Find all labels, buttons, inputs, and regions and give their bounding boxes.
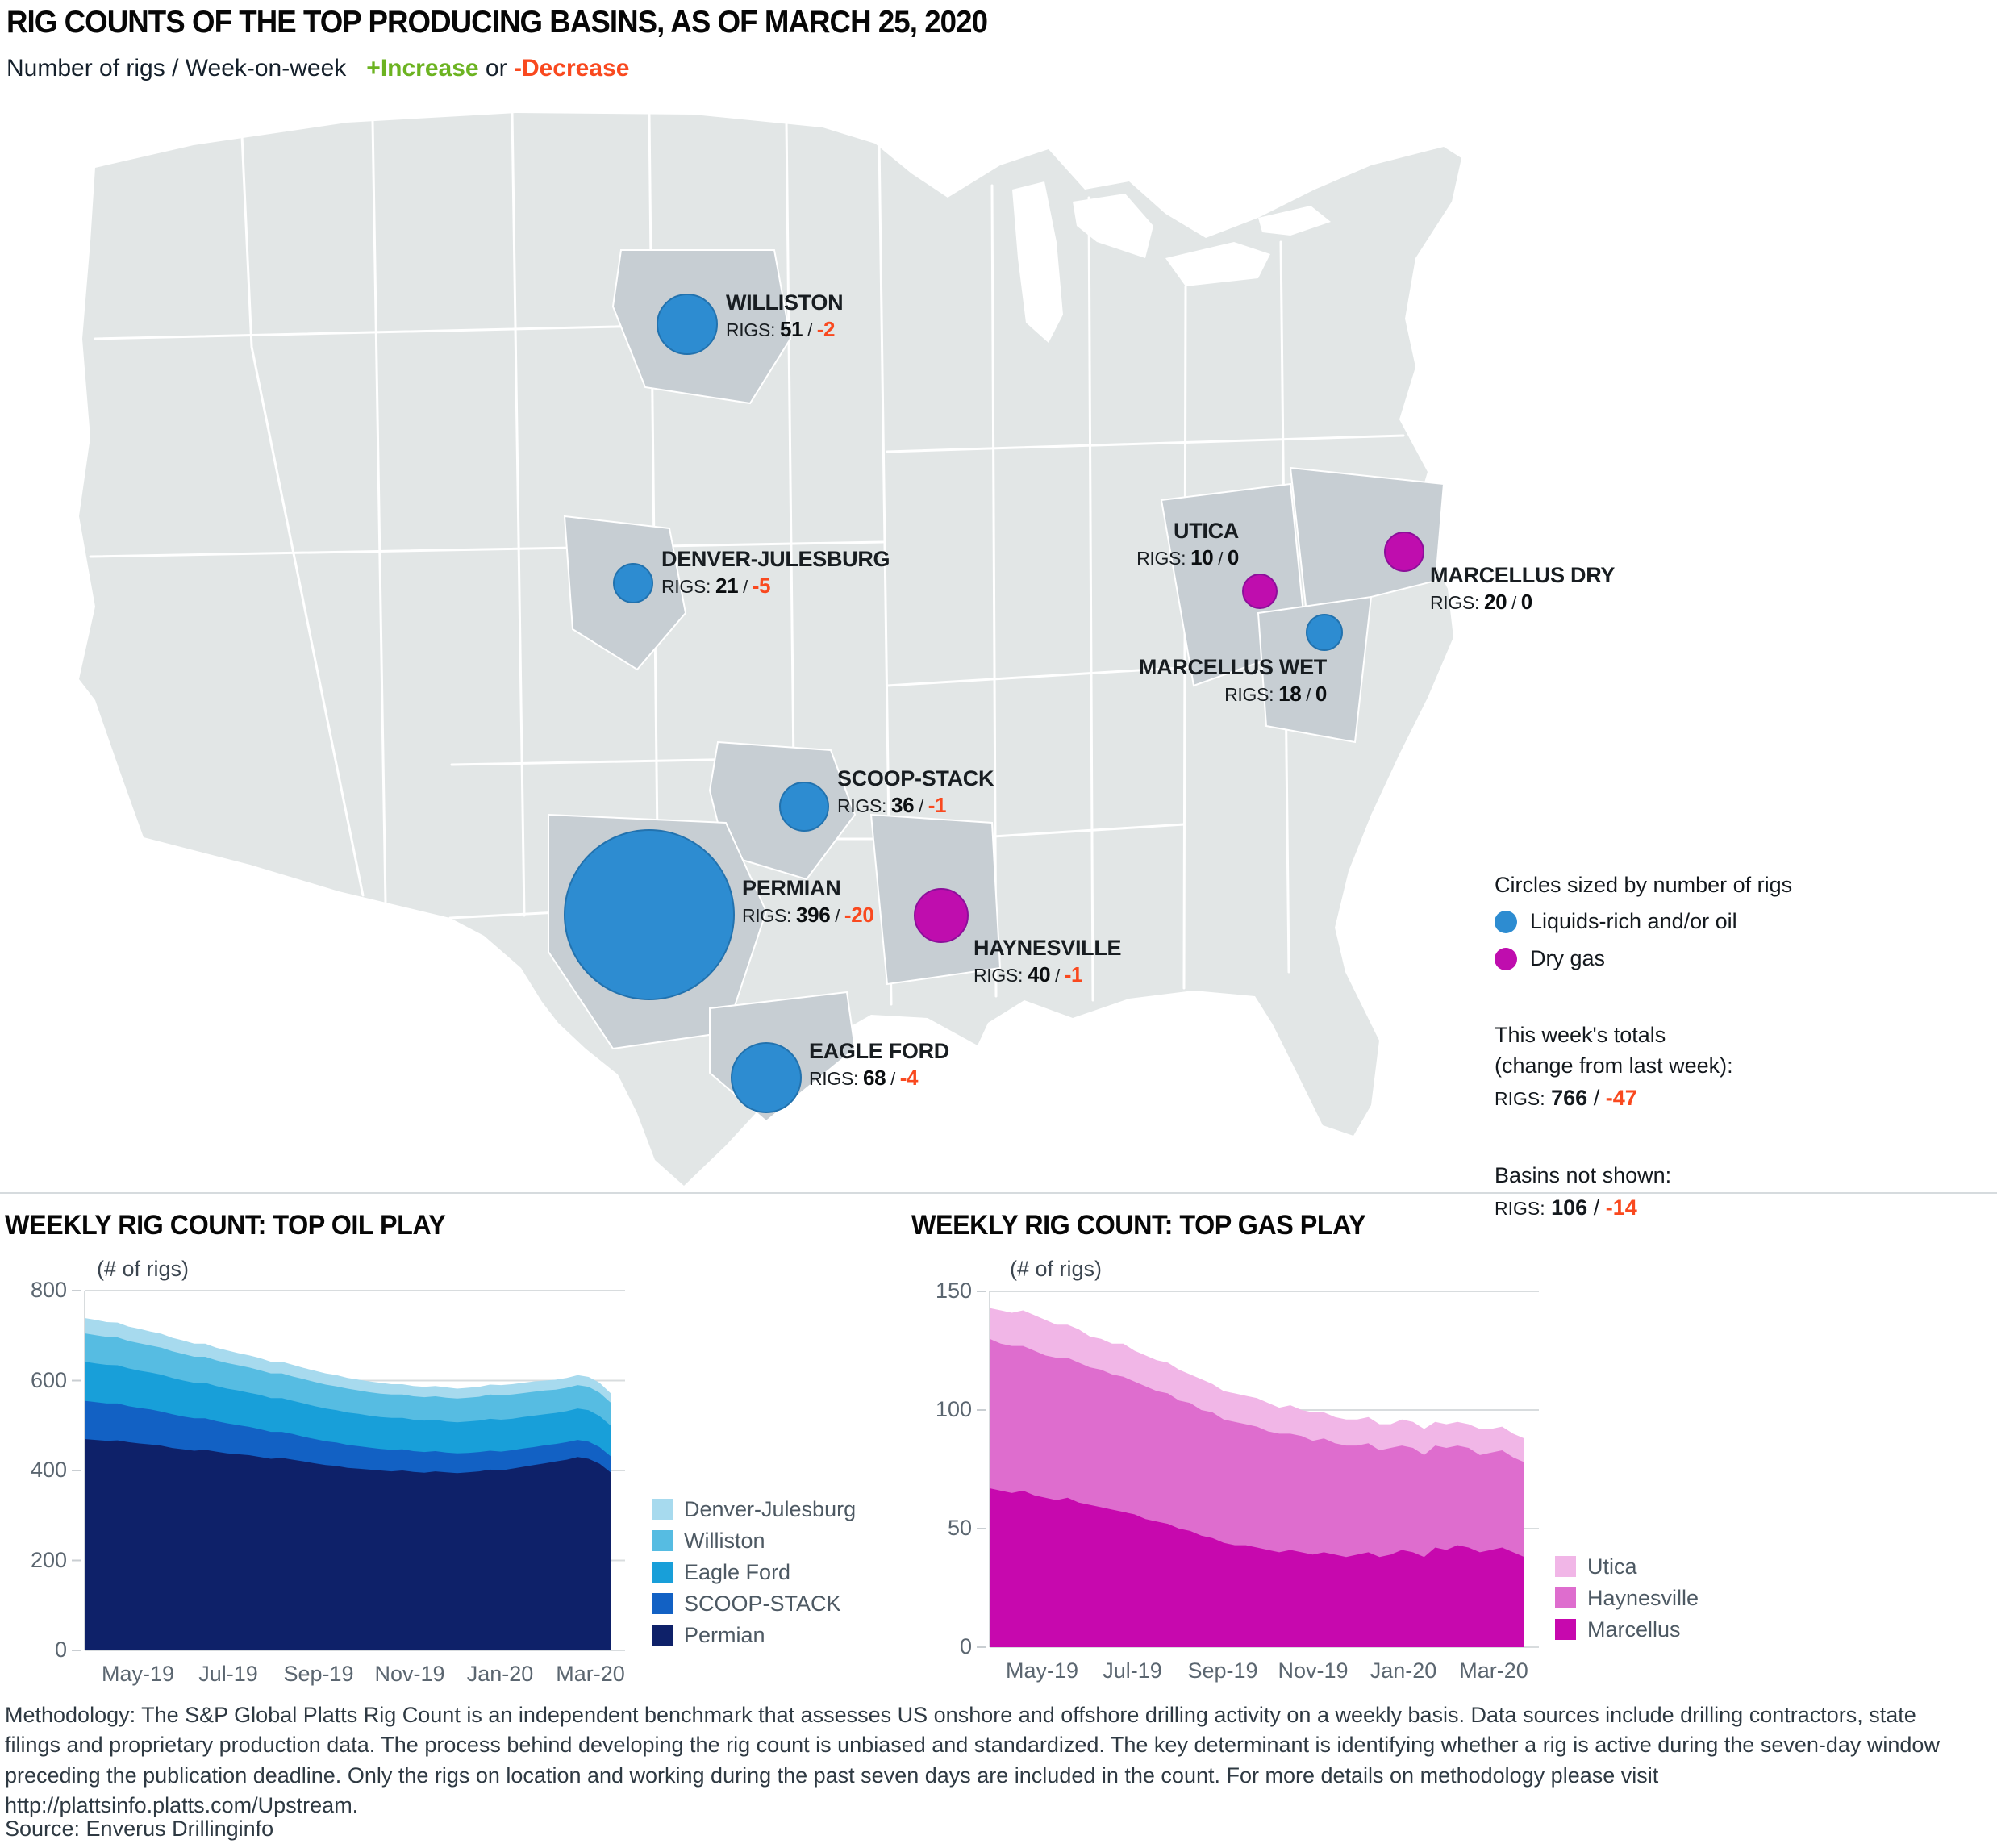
great-lakes bbox=[1012, 181, 1331, 343]
legend-item-eagle-ford: Eagle Ford bbox=[652, 1560, 790, 1585]
gas-ytick-label: 50 bbox=[947, 1516, 972, 1540]
label-marcellus-dry: MARCELLUS DRY RIGS: 20 / 0 bbox=[1430, 563, 1616, 614]
oil-chart-title: WEEKLY RIG COUNT: TOP OIL PLAY bbox=[5, 1210, 446, 1241]
bubble-layer bbox=[564, 294, 1424, 1113]
oil-ytick-label: 600 bbox=[30, 1367, 67, 1392]
legend-item-permian: Permian bbox=[652, 1623, 765, 1648]
legend-item-williston: Williston bbox=[652, 1529, 765, 1554]
increase-key: +Increase bbox=[366, 55, 479, 81]
basin-circle-denver-julesburg bbox=[613, 563, 653, 603]
gas-xtick-label-Mar-20: Mar-20 bbox=[1459, 1658, 1528, 1683]
us-landmass bbox=[79, 113, 1461, 1186]
label-haynesville: HAYNESVILLE RIGS: 40 / -1 bbox=[973, 936, 1122, 987]
map-legend-oil-entry: Liquids-rich and/or oil bbox=[1495, 909, 1737, 934]
map-legend-gas-entry: Dry gas bbox=[1495, 946, 1605, 971]
us-map bbox=[79, 111, 1461, 1186]
basin-circle-marcellus-dry bbox=[1384, 532, 1424, 572]
eagle-ford-swatch-icon bbox=[652, 1562, 673, 1583]
gas-ytick-label: 0 bbox=[959, 1634, 972, 1658]
page-subtitle: Number of rigs / Week-on-week +Increase … bbox=[6, 55, 629, 82]
gas-chart-title: WEEKLY RIG COUNT: TOP GAS PLAY bbox=[911, 1210, 1366, 1241]
oil-xtick-label-Sep-19: Sep-19 bbox=[283, 1662, 354, 1686]
basin-region-marcellus-wet bbox=[1257, 595, 1373, 744]
williston-swatch-icon bbox=[652, 1530, 673, 1551]
label-eagle-ford: EAGLE FORD RIGS: 68 / -4 bbox=[809, 1039, 950, 1090]
label-scoop-stack: SCOOP-STACK RIGS: 36 / -1 bbox=[837, 766, 994, 817]
label-permian: PERMIAN RIGS: 396 / -20 bbox=[742, 876, 874, 927]
section-divider bbox=[0, 1192, 1997, 1194]
totals-line1: This week's totals bbox=[1495, 1023, 1666, 1047]
oil-circle-icon bbox=[1495, 911, 1517, 933]
gas-xtick-label-May-19: May-19 bbox=[1005, 1658, 1079, 1683]
decrease-key: -Decrease bbox=[513, 55, 630, 81]
totals-rigs: RIGS: 766 / -47 bbox=[1495, 1086, 1637, 1110]
label-denver-julesburg: DENVER-JULESBURG RIGS: 21 / -5 bbox=[661, 547, 890, 598]
gas-xtick-label-Sep-19: Sep-19 bbox=[1187, 1658, 1258, 1683]
not-shown-rigs: RIGS: 106 / -14 bbox=[1495, 1195, 1637, 1220]
basin-circle-williston bbox=[657, 294, 718, 355]
oil-chart-unit: (# of rigs) bbox=[97, 1257, 190, 1281]
oil-ytick-label: 400 bbox=[30, 1458, 67, 1482]
oil-series-Permian bbox=[85, 1439, 611, 1650]
gas-xtick-label-Nov-19: Nov-19 bbox=[1278, 1658, 1349, 1683]
map-legend-heading: Circles sized by number of rigs bbox=[1495, 873, 1793, 897]
gas-xtick-label-Jan-20: Jan-20 bbox=[1370, 1658, 1437, 1683]
denver-julesburg-swatch-icon bbox=[652, 1499, 673, 1520]
basin-region-marcellus-dry bbox=[1289, 466, 1445, 615]
basin-circle-permian bbox=[564, 829, 735, 1000]
legend-item-haynesville: Haynesville bbox=[1555, 1586, 1699, 1611]
oil-xtick-label-Mar-20: Mar-20 bbox=[556, 1662, 625, 1686]
totals-line2: (change from last week): bbox=[1495, 1053, 1733, 1078]
oil-ytick-label: 0 bbox=[54, 1637, 67, 1662]
page-title: RIG COUNTS OF THE TOP PRODUCING BASINS, … bbox=[6, 5, 988, 40]
label-utica: UTICA RIGS: 10 / 0 bbox=[1136, 519, 1239, 569]
gas-series-Marcellus bbox=[990, 1488, 1524, 1647]
source-text: Source: Enverus Drillinginfo bbox=[5, 1817, 274, 1841]
label-marcellus-wet: MARCELLUS WET RIGS: 18 / 0 bbox=[1138, 655, 1327, 706]
gas-circle-icon bbox=[1495, 948, 1517, 970]
scoop-stack-swatch-icon bbox=[652, 1593, 673, 1614]
oil-ytick-label: 800 bbox=[30, 1278, 67, 1302]
not-shown-line: Basins not shown: bbox=[1495, 1163, 1672, 1187]
basin-circle-haynesville bbox=[914, 888, 969, 943]
oil-xtick-label-Jul-19: Jul-19 bbox=[198, 1662, 258, 1686]
gas-ytick-label: 100 bbox=[935, 1397, 972, 1421]
or-word: or bbox=[485, 55, 507, 81]
oil-xtick-label-May-19: May-19 bbox=[101, 1662, 175, 1686]
gas-xtick-label-Jul-19: Jul-19 bbox=[1103, 1658, 1162, 1683]
gas-ytick-label: 150 bbox=[935, 1279, 972, 1303]
legend-item-scoop-stack: SCOOP-STACK bbox=[652, 1591, 841, 1616]
legend-item-utica: Utica bbox=[1555, 1554, 1637, 1579]
basin-circle-scoop-stack bbox=[779, 782, 829, 832]
basin-circle-marcellus-wet bbox=[1306, 614, 1343, 651]
permian-swatch-icon bbox=[652, 1625, 673, 1646]
legend-item-denver-julesburg: Denver-Julesburg bbox=[652, 1497, 856, 1522]
gas-chart-unit: (# of rigs) bbox=[1010, 1257, 1103, 1281]
label-williston: WILLISTON RIGS: 51 / -2 bbox=[726, 290, 844, 341]
utica-swatch-icon bbox=[1555, 1556, 1576, 1577]
subtitle-prefix: Number of rigs / Week-on-week bbox=[6, 55, 347, 81]
oil-ytick-label: 200 bbox=[30, 1547, 67, 1572]
oil-xtick-label-Jan-20: Jan-20 bbox=[466, 1662, 534, 1686]
methodology-text: Methodology: The S&P Global Platts Rig C… bbox=[5, 1703, 1940, 1817]
oil-xtick-label-Nov-19: Nov-19 bbox=[374, 1662, 445, 1686]
basin-circle-eagle-ford bbox=[731, 1042, 802, 1113]
legend-item-marcellus: Marcellus bbox=[1555, 1617, 1681, 1642]
haynesville-swatch-icon bbox=[1555, 1587, 1576, 1608]
basin-circle-utica bbox=[1242, 574, 1278, 609]
marcellus-swatch-icon bbox=[1555, 1619, 1576, 1640]
